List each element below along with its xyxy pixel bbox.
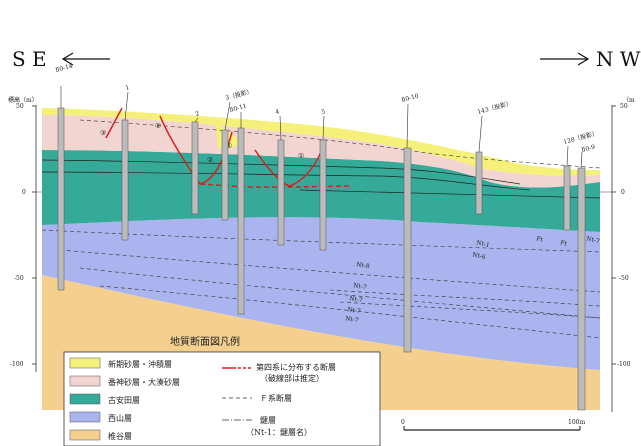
borehole-3 bbox=[221, 129, 229, 221]
legend-label-shiiya: 椎谷層 bbox=[108, 431, 132, 441]
new-sand-alluvium-area bbox=[42, 108, 600, 176]
borehole-label: Ⅱ0-14 bbox=[55, 63, 74, 74]
legend-label-quaternary-fault: 第四系に分布する断層 bbox=[256, 362, 336, 372]
legend-label-koyasuda: 古安田層 bbox=[108, 395, 140, 405]
left-elevation-axis: 50 0 -50 -100 bbox=[10, 103, 37, 372]
fault-label-1a: ① bbox=[226, 142, 232, 150]
borehole-label: 143（投影） bbox=[476, 99, 512, 116]
borehole-leaders bbox=[60, 86, 583, 169]
right-tick-minus100: -100 bbox=[617, 361, 631, 368]
scale-bar: 0 100m bbox=[401, 419, 585, 431]
legend-swatch-banjin bbox=[69, 375, 101, 387]
borehole-label: Ⅱ0-10 bbox=[401, 93, 420, 104]
key-bed-label: Ft bbox=[560, 239, 569, 248]
legend-label-alluvium: 新期砂層・沖積層 bbox=[108, 359, 172, 369]
key-bed-label: Ft bbox=[536, 235, 545, 244]
key-bed-label: Nt-8 bbox=[356, 261, 371, 270]
borehole-5 bbox=[319, 139, 327, 251]
left-tick-50: 50 bbox=[16, 103, 24, 110]
fault-label-2a: ② bbox=[155, 122, 161, 130]
key-bed-label: Nt-7 bbox=[586, 235, 601, 245]
legend-swatch-nishiyama bbox=[69, 411, 101, 423]
key-bed-labels: Nt-1 Nt-6 Nt-8 Nt-7 Nt-7 Nt-7 Nt-7 Nt-7 … bbox=[345, 235, 601, 324]
borehole-1 bbox=[121, 119, 129, 241]
legend: 地質断面図凡例 新期砂層・沖積層 番神砂層・大湊砂層 古安田層 西山層 椎谷層 … bbox=[63, 335, 381, 446]
borehole-label: 3（投影） bbox=[224, 87, 253, 102]
legend-swatch-koyasuda bbox=[69, 393, 101, 405]
borehole-II0-9 bbox=[577, 167, 586, 411]
legend-label-nishiyama: 西山層 bbox=[108, 413, 132, 423]
left-axis-title: 標高（m） bbox=[8, 96, 38, 104]
left-tick-0: 0 bbox=[22, 189, 26, 196]
legend-label-f-fault: Ｆ系断層 bbox=[260, 393, 292, 403]
borehole-label: 4 bbox=[275, 108, 281, 116]
scale-bar-end: 100m bbox=[568, 419, 585, 426]
borehole-label: 2 bbox=[195, 110, 201, 118]
borehole-label: 1 bbox=[125, 84, 131, 92]
key-bed-label: Nt-7 bbox=[347, 306, 362, 315]
key-bed-label: Nt-1 bbox=[476, 239, 491, 249]
legend-sub-key-bed: （Nt-1：鍵層名） bbox=[246, 427, 312, 437]
fault-label-1b: ① bbox=[298, 152, 304, 160]
borehole-label: 5 bbox=[321, 108, 327, 116]
borehole-4 bbox=[277, 139, 285, 246]
right-elevation-axis: 50 0 -50 -100 bbox=[611, 103, 631, 412]
fault-label-3: ③ bbox=[100, 129, 106, 137]
key-bed-label: Nt-7 bbox=[349, 295, 364, 304]
borehole-143 bbox=[475, 151, 483, 215]
borehole-128 bbox=[563, 165, 571, 231]
legend-label-banjin: 番神砂層・大湊砂層 bbox=[108, 377, 180, 387]
legend-title: 地質断面図凡例 bbox=[170, 335, 240, 348]
legend-swatch-shiiya bbox=[69, 429, 101, 441]
key-bed-label: Nt-6 bbox=[472, 251, 487, 261]
direction-nw-label: N W bbox=[596, 47, 641, 71]
legend-swatch-alluvium bbox=[69, 357, 101, 369]
nishiyama-formation-area bbox=[42, 217, 600, 370]
direction-se-label: S E bbox=[12, 47, 47, 71]
key-bed-label: Nt-7 bbox=[353, 282, 368, 291]
right-tick-50: 50 bbox=[620, 103, 628, 110]
fault-label-2b: ② bbox=[207, 156, 213, 164]
legend-label-key-bed: 鍵層 bbox=[260, 415, 276, 425]
legend-sub-quaternary-fault: （破線部は推定） bbox=[260, 373, 324, 383]
borehole-II0-11 bbox=[237, 127, 245, 315]
dashed-contacts bbox=[41, 119, 601, 339]
key-bed-label: Nt-7 bbox=[345, 315, 360, 324]
left-tick-minus100: -100 bbox=[10, 361, 24, 368]
borehole-label: Ⅱ0-11 bbox=[229, 103, 248, 114]
arrow-left-icon bbox=[61, 52, 110, 66]
borehole-II0-14 bbox=[57, 107, 65, 291]
right-tick-0: 0 bbox=[621, 189, 625, 196]
scale-bar-start: 0 bbox=[401, 419, 405, 426]
right-tick-minus50: -50 bbox=[619, 275, 629, 282]
arrow-right-icon bbox=[540, 52, 590, 66]
borehole-II0-10 bbox=[403, 147, 412, 353]
right-axis-title: （m bbox=[623, 97, 635, 104]
borehole-label: Ⅱ0-9 bbox=[581, 144, 596, 154]
fault-labels: ③ ② ② ① ① bbox=[100, 122, 304, 164]
borehole-2 bbox=[191, 121, 199, 215]
left-tick-minus50: -50 bbox=[14, 275, 24, 282]
